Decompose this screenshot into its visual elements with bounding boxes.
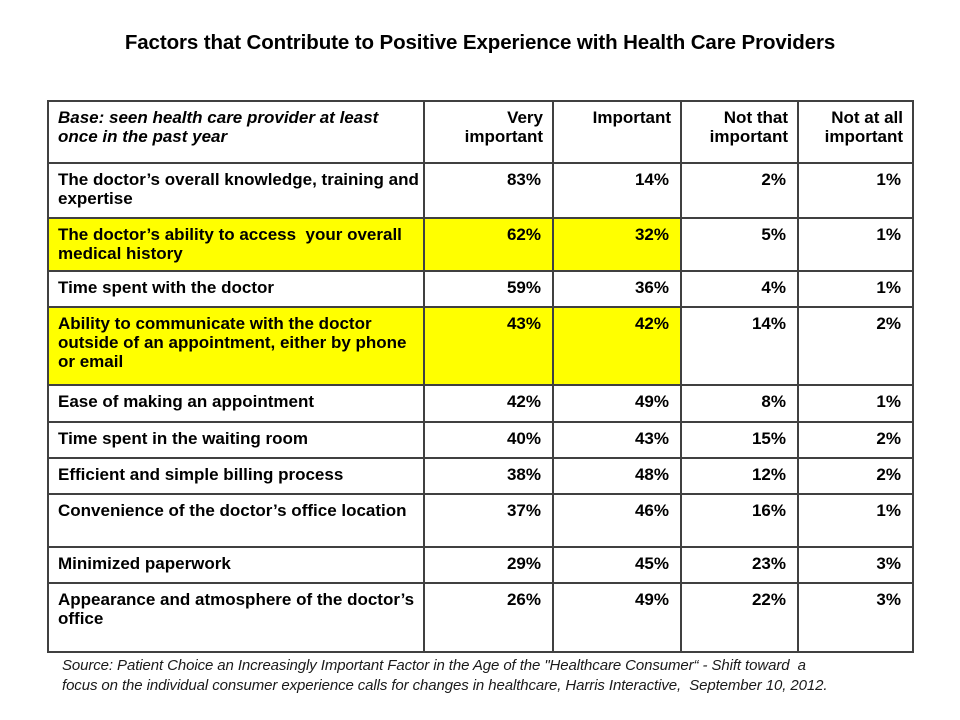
table-row: Minimized paperwork 29% 45% 23% 3% bbox=[47, 546, 914, 584]
value-cell: 4% bbox=[680, 270, 799, 308]
value-cell: 1% bbox=[797, 162, 914, 219]
results-table: Base: seen health care provider at least… bbox=[47, 100, 914, 653]
value-cell: 62% bbox=[423, 217, 554, 272]
value-cell: 49% bbox=[552, 384, 682, 423]
value-cell: 43% bbox=[552, 421, 682, 459]
value-cell: 1% bbox=[797, 270, 914, 308]
value-cell: 15% bbox=[680, 421, 799, 459]
value-cell: 42% bbox=[423, 384, 554, 423]
row-label: Time spent with the doctor bbox=[47, 270, 425, 308]
value-cell: 48% bbox=[552, 457, 682, 495]
value-cell: 1% bbox=[797, 384, 914, 423]
col-header-not-that-important: Not that important bbox=[680, 100, 799, 164]
table-row: Time spent in the waiting room 40% 43% 1… bbox=[47, 421, 914, 459]
value-cell: 12% bbox=[680, 457, 799, 495]
value-cell: 14% bbox=[552, 162, 682, 219]
row-label: Ease of making an appointment bbox=[47, 384, 425, 423]
value-cell: 16% bbox=[680, 493, 799, 548]
row-label: Minimized paperwork bbox=[47, 546, 425, 584]
col-header-not-at-all-important: Not at all important bbox=[797, 100, 914, 164]
table-row: The doctor’s overall knowledge, training… bbox=[47, 162, 914, 219]
value-cell: 46% bbox=[552, 493, 682, 548]
value-cell: 3% bbox=[797, 582, 914, 653]
value-cell: 22% bbox=[680, 582, 799, 653]
value-cell: 2% bbox=[797, 306, 914, 386]
value-cell: 14% bbox=[680, 306, 799, 386]
row-label: Ability to communicate with the doctor o… bbox=[47, 306, 425, 386]
table-row: Appearance and atmosphere of the doctor’… bbox=[47, 582, 914, 653]
source-line-2: focus on the individual consumer experie… bbox=[62, 677, 828, 694]
value-cell: 3% bbox=[797, 546, 914, 584]
row-label: The doctor’s ability to access your over… bbox=[47, 217, 425, 272]
value-cell: 38% bbox=[423, 457, 554, 495]
row-label: Appearance and atmosphere of the doctor’… bbox=[47, 582, 425, 653]
value-cell: 59% bbox=[423, 270, 554, 308]
table-row: Efficient and simple billing process 38%… bbox=[47, 457, 914, 495]
table-row: Time spent with the doctor 59% 36% 4% 1% bbox=[47, 270, 914, 308]
value-cell: 29% bbox=[423, 546, 554, 584]
value-cell: 43% bbox=[423, 306, 554, 386]
value-cell: 1% bbox=[797, 217, 914, 272]
value-cell: 2% bbox=[680, 162, 799, 219]
value-cell: 32% bbox=[552, 217, 682, 272]
source-line-1: Source: Patient Choice an Increasingly I… bbox=[62, 657, 806, 674]
base-label: Base: seen health care provider at least… bbox=[47, 100, 425, 164]
value-cell: 40% bbox=[423, 421, 554, 459]
value-cell: 2% bbox=[797, 421, 914, 459]
row-label: Convenience of the doctor’s office locat… bbox=[47, 493, 425, 548]
value-cell: 49% bbox=[552, 582, 682, 653]
page-title: Factors that Contribute to Positive Expe… bbox=[124, 31, 836, 54]
col-header-important: Important bbox=[552, 100, 682, 164]
value-cell: 5% bbox=[680, 217, 799, 272]
value-cell: 1% bbox=[797, 493, 914, 548]
table-row-highlighted: The doctor’s ability to access your over… bbox=[47, 217, 914, 272]
value-cell: 37% bbox=[423, 493, 554, 548]
value-cell: 83% bbox=[423, 162, 554, 219]
value-cell: 26% bbox=[423, 582, 554, 653]
col-header-very-important: Very important bbox=[423, 100, 554, 164]
value-cell: 2% bbox=[797, 457, 914, 495]
table-row-highlighted: Ability to communicate with the doctor o… bbox=[47, 306, 914, 386]
table-row: Convenience of the doctor’s office locat… bbox=[47, 493, 914, 548]
row-label: Efficient and simple billing process bbox=[47, 457, 425, 495]
value-cell: 36% bbox=[552, 270, 682, 308]
row-label: Time spent in the waiting room bbox=[47, 421, 425, 459]
row-label: The doctor’s overall knowledge, training… bbox=[47, 162, 425, 219]
value-cell: 42% bbox=[552, 306, 682, 386]
value-cell: 23% bbox=[680, 546, 799, 584]
header-row: Base: seen health care provider at least… bbox=[47, 100, 914, 164]
table-row: Ease of making an appointment 42% 49% 8%… bbox=[47, 384, 914, 423]
source-note: Source: Patient Choice an Increasingly I… bbox=[62, 656, 828, 696]
value-cell: 45% bbox=[552, 546, 682, 584]
value-cell: 8% bbox=[680, 384, 799, 423]
